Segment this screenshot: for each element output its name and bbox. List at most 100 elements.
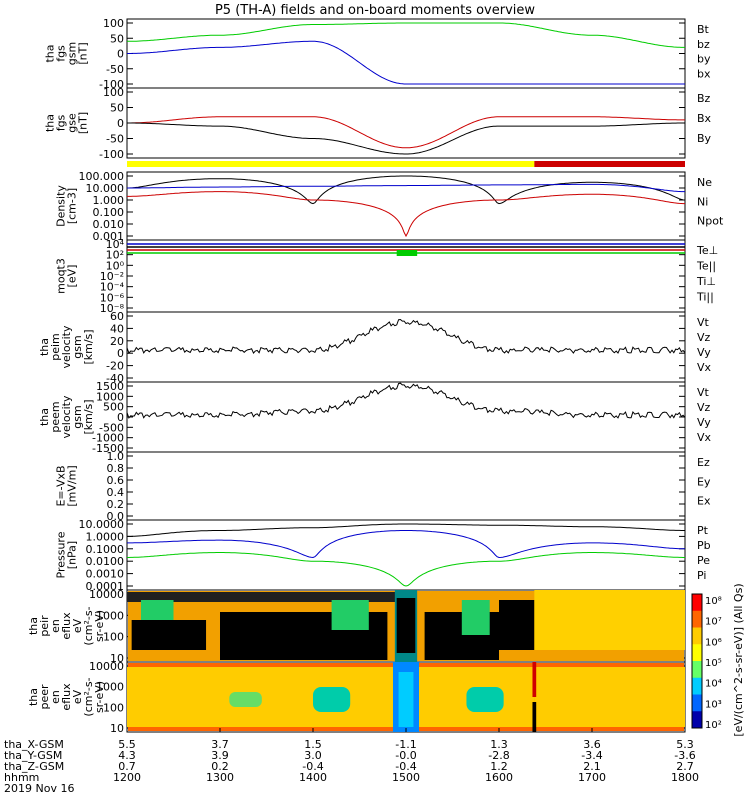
x-row-label: tha_Y-GSM	[4, 749, 62, 762]
x-col-value: 1.5	[304, 738, 322, 751]
series-line-density-Ni	[127, 175, 686, 205]
y-label-line: [nPa]	[66, 541, 79, 569]
y-label-line: fgs	[55, 114, 68, 131]
y-tick-label: 500	[103, 401, 124, 414]
y-tick-label: 0	[117, 347, 124, 360]
series-line-pressure-Pt	[127, 523, 685, 537]
legend-Vz: Vz	[697, 401, 711, 414]
y-label-line: fgs	[55, 45, 68, 62]
legend-Ne: Ne	[697, 176, 712, 189]
y-axis-label: thafgsgsm[nT]	[44, 42, 90, 65]
colorbar-stop	[692, 594, 702, 612]
colorbar-stop	[692, 711, 702, 729]
y-axis-label: Pressure[nPa]	[55, 531, 79, 578]
colorbar-label: [eV/(cm^2-s-sr-eV)] (All Qs)	[732, 583, 745, 736]
y-tick-label: 10⁻⁶	[100, 291, 125, 304]
y-label-line: en	[49, 690, 62, 704]
panel-peir: 10000 1000 100 10 thapeirenefluxeV(cm²-s-sr-…	[27, 588, 686, 665]
y-tick-label: -20	[106, 360, 124, 373]
y-label-line: sr-eV)	[93, 681, 106, 713]
series-line-peim-Vt	[126, 318, 686, 355]
y-label-line: [eV]	[66, 265, 79, 288]
y-tick-label: 0.0010	[86, 568, 125, 581]
y-tick-label: 0.001	[93, 230, 125, 243]
y-label-line: Density	[55, 185, 68, 227]
colorbar-tick: 10²	[705, 720, 722, 731]
y-tick-label: -500	[99, 421, 124, 434]
y-label-line: sr-eV)	[93, 610, 106, 642]
y-label-line: peer	[38, 684, 51, 710]
legend-Ti⊥: Ti⊥	[696, 275, 716, 288]
series-line-fge-Bz	[127, 116, 685, 149]
colorbar: 10⁸ 10⁷ 10⁶ 10⁵ 10⁴ 10³ 10² [eV/(cm^2-s-sr-eV)]…	[691, 583, 745, 737]
y-axis-label: thapeerenefluxeV(cm²-s-sr-eV)	[27, 677, 106, 716]
x-col-value: -3.6	[674, 749, 695, 762]
colorbar-tick: 10⁷	[705, 617, 722, 628]
y-label-line: tha	[27, 688, 40, 706]
spectrogram-region	[499, 600, 535, 650]
series-line-density-Ne	[127, 191, 685, 238]
x-col-value: 1.2	[490, 760, 508, 773]
spectrogram-region	[398, 672, 414, 727]
x-col-value: 1200	[113, 771, 141, 784]
x-row-label: tha_Z-GSM	[4, 760, 64, 773]
y-tick-label: 100.000	[79, 170, 125, 183]
legend-Vt: Vt	[697, 386, 710, 399]
y-label-line: [nT]	[77, 112, 90, 134]
x-col-value: 3.6	[583, 738, 601, 751]
y-axis-label: thafgsgse[nT]	[44, 112, 90, 134]
panel-efield: 1.00.80.60.40.20.0 E=-VxB[mV/m] Ez Ey Ex	[55, 450, 711, 523]
legend-By: By	[697, 132, 712, 145]
y-tick-label: 50	[110, 32, 124, 45]
y-tick-label: -50	[106, 133, 124, 146]
x-col-value: 5.5	[118, 738, 136, 751]
y-tick-label: -1500	[92, 442, 124, 455]
y-tick-label: -40	[106, 372, 124, 385]
spectrogram-region	[461, 600, 490, 635]
y-tick-label: 10⁻⁴	[100, 281, 125, 294]
y-tick-label: 10⁻²	[100, 270, 124, 283]
colorbar-tick: 10⁵	[705, 658, 722, 669]
y-tick-label: 10⁴	[106, 238, 125, 251]
colorbar-stop	[692, 661, 702, 679]
y-tick-label: -50	[106, 63, 124, 76]
legend-Pe: Pe	[697, 554, 710, 567]
y-tick-label: 0.2	[107, 498, 125, 511]
colorbar-stop	[692, 694, 702, 712]
y-tick-label: 100	[103, 631, 124, 644]
y-label-line: moqt3	[55, 258, 68, 294]
y-label-line: gsm	[71, 405, 84, 428]
y-axis-label: thapeimvelocitygsm[km/s]	[38, 325, 95, 368]
y-tick-label: 0.6	[107, 474, 125, 487]
x-col-value: 0.2	[211, 760, 229, 773]
y-tick-label: 50	[110, 102, 124, 115]
y-label-line: velocity	[60, 325, 73, 368]
y-label-line: en	[49, 619, 62, 633]
x-col-value: -0.0	[395, 749, 416, 762]
spectrogram-region	[466, 687, 504, 712]
y-tick-label: 10⁰	[106, 259, 125, 272]
y-tick-label: 0	[117, 411, 124, 424]
legend-Ni: Ni	[697, 195, 708, 208]
spectrogram-region	[229, 692, 262, 707]
x-col-value: 0.7	[118, 760, 136, 773]
x-row-label: tha_X-GSM	[4, 738, 64, 751]
colorbar-stop	[692, 610, 702, 628]
y-tick-label: 10000	[89, 588, 124, 601]
y-tick-label: 60	[110, 310, 124, 323]
y-tick-label: 40	[110, 322, 124, 335]
y-tick-label: 1.000	[93, 194, 125, 207]
y-tick-label: -100	[99, 148, 124, 161]
y-tick-label: 10	[110, 652, 124, 665]
y-tick-label: 10⁻⁸	[100, 302, 125, 315]
x-row-label: hhmm	[4, 771, 39, 784]
y-label-line: tha	[38, 408, 51, 426]
y-tick-label: 20	[110, 335, 124, 348]
y-tick-label: -1000	[92, 432, 124, 445]
legend-Ez: Ez	[697, 456, 710, 469]
y-label-line: gse	[66, 113, 79, 133]
series-line-pressure-Pb	[127, 530, 685, 559]
